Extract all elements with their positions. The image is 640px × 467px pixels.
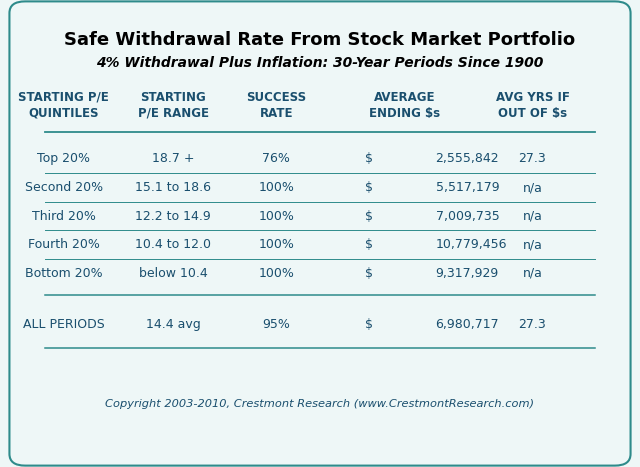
Text: STARTING
P/E RANGE: STARTING P/E RANGE <box>138 91 209 120</box>
Text: 10.4 to 12.0: 10.4 to 12.0 <box>135 238 211 251</box>
Text: SUCCESS
RATE: SUCCESS RATE <box>246 91 307 120</box>
Text: 9,317,929: 9,317,929 <box>436 267 499 280</box>
Text: n/a: n/a <box>522 238 542 251</box>
Text: 15.1 to 18.6: 15.1 to 18.6 <box>135 181 211 194</box>
FancyBboxPatch shape <box>10 1 630 466</box>
Text: Top 20%: Top 20% <box>37 152 90 165</box>
Text: Safe Withdrawal Rate From Stock Market Portfolio: Safe Withdrawal Rate From Stock Market P… <box>65 31 575 49</box>
Text: $: $ <box>365 181 373 194</box>
Text: n/a: n/a <box>522 181 542 194</box>
Text: 27.3: 27.3 <box>518 318 547 331</box>
Text: ALL PERIODS: ALL PERIODS <box>23 318 105 331</box>
Text: Bottom 20%: Bottom 20% <box>25 267 102 280</box>
Text: n/a: n/a <box>522 210 542 223</box>
Text: 7,009,735: 7,009,735 <box>436 210 499 223</box>
Text: 5,517,179: 5,517,179 <box>436 181 499 194</box>
Text: Copyright 2003-2010, Crestmont Research (www.CrestmontResearch.com): Copyright 2003-2010, Crestmont Research … <box>106 399 534 409</box>
Text: 27.3: 27.3 <box>518 152 547 165</box>
Text: 100%: 100% <box>259 238 294 251</box>
Text: 95%: 95% <box>262 318 290 331</box>
Text: Second 20%: Second 20% <box>25 181 103 194</box>
Text: 6,980,717: 6,980,717 <box>436 318 499 331</box>
Text: Third 20%: Third 20% <box>32 210 96 223</box>
Text: $: $ <box>365 210 373 223</box>
Text: Fourth 20%: Fourth 20% <box>28 238 100 251</box>
Text: $: $ <box>365 238 373 251</box>
Text: 14.4 avg: 14.4 avg <box>146 318 200 331</box>
Text: 18.7 +: 18.7 + <box>152 152 195 165</box>
Text: below 10.4: below 10.4 <box>139 267 207 280</box>
Text: 10,779,456: 10,779,456 <box>436 238 507 251</box>
Text: AVERAGE
ENDING $s: AVERAGE ENDING $s <box>369 91 440 120</box>
Text: 12.2 to 14.9: 12.2 to 14.9 <box>135 210 211 223</box>
Text: STARTING P/E
QUINTILES: STARTING P/E QUINTILES <box>19 91 109 120</box>
Text: 4% Withdrawal Plus Inflation: 30-Year Periods Since 1900: 4% Withdrawal Plus Inflation: 30-Year Pe… <box>96 56 544 70</box>
Text: 76%: 76% <box>262 152 290 165</box>
Text: 2,555,842: 2,555,842 <box>436 152 499 165</box>
Text: 100%: 100% <box>259 181 294 194</box>
Text: AVG YRS IF
OUT OF $s: AVG YRS IF OUT OF $s <box>495 91 570 120</box>
Text: 100%: 100% <box>259 267 294 280</box>
Text: $: $ <box>365 152 373 165</box>
Text: $: $ <box>365 318 373 331</box>
Text: n/a: n/a <box>522 267 542 280</box>
Text: 100%: 100% <box>259 210 294 223</box>
Text: $: $ <box>365 267 373 280</box>
